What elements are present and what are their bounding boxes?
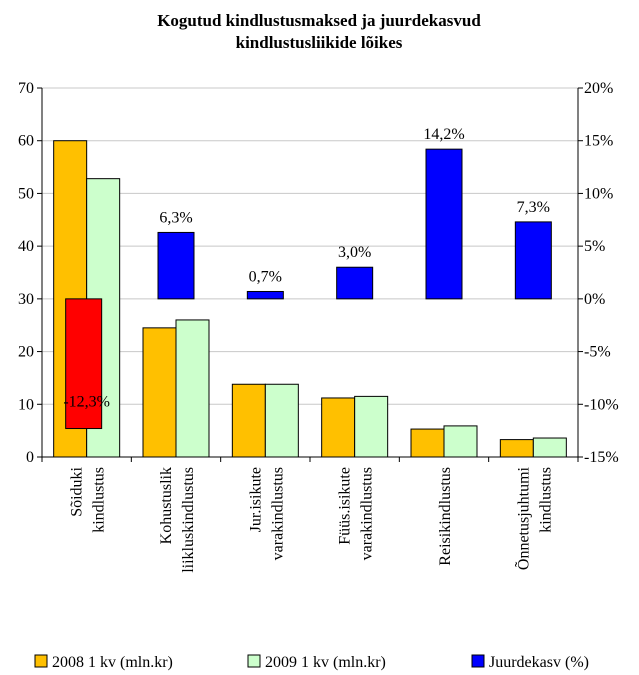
right-tick-label: 15% <box>584 133 613 150</box>
left-tick-label: 0 <box>26 449 34 466</box>
category-label: varakindlustus <box>359 467 376 560</box>
bar-growth <box>246 290 284 300</box>
category-label: Reisikindlustus <box>437 467 454 566</box>
right-tick-label: -5% <box>584 344 611 361</box>
legend-label: 2008 1 kv (mln.kr) <box>52 654 173 671</box>
category-label: Jur.isikute <box>247 467 264 532</box>
category-label: kindlustus <box>91 467 108 533</box>
category-label: Kohustuslik <box>158 467 175 544</box>
bar-growth <box>336 266 374 300</box>
right-tick-label: 20% <box>584 80 613 97</box>
legend-swatch <box>247 654 261 668</box>
left-tick-label: 70 <box>18 80 34 97</box>
bar-2009 <box>354 395 389 458</box>
right-tick-label: -15% <box>584 449 619 466</box>
chart-title-line: kindlustusliikide lõikes <box>236 33 403 52</box>
right-tick-label: -10% <box>584 396 619 413</box>
category-label: Sõiduki <box>69 466 86 516</box>
left-tick-label: 40 <box>18 238 34 255</box>
category-label: varakindlustus <box>269 467 286 560</box>
left-tick-label: 60 <box>18 133 34 150</box>
growth-data-label: 6,3% <box>159 209 192 226</box>
growth-data-label: 3,0% <box>338 244 371 261</box>
bar-2009 <box>443 425 478 458</box>
bar-growth <box>425 148 463 300</box>
legend-label: Juurdekasv (%) <box>489 654 589 671</box>
category-label: liikluskindlustus <box>180 467 197 573</box>
right-tick-label: 10% <box>584 185 613 202</box>
legend-label: 2009 1 kv (mln.kr) <box>265 654 386 671</box>
bar-2008 <box>410 428 445 458</box>
growth-data-label: 14,2% <box>423 126 464 143</box>
right-tick-label: 0% <box>584 291 605 308</box>
category-label: Füüs.isikute <box>337 467 354 545</box>
bar-2008 <box>142 327 177 458</box>
right-tick-label: 5% <box>584 238 605 255</box>
bar-growth <box>514 221 552 300</box>
left-tick-label: 20 <box>18 344 34 361</box>
chart-title-line: Kogutud kindlustusmaksed ja juurdekasvud <box>157 11 481 30</box>
bar-growth <box>157 231 195 300</box>
bar-2009 <box>532 437 567 458</box>
growth-data-label: 7,3% <box>517 199 550 216</box>
bar-2009 <box>264 383 299 458</box>
bar-2008 <box>499 439 534 458</box>
growth-data-label: 0,7% <box>249 268 282 285</box>
category-label: kindlustus <box>537 467 554 533</box>
bar-2008 <box>231 383 266 458</box>
bar-2008 <box>321 397 356 458</box>
bar-2009 <box>175 319 210 458</box>
bar-growth <box>65 298 103 430</box>
left-tick-label: 50 <box>18 185 34 202</box>
category-label: Õnnetusjuhtumi <box>514 466 532 570</box>
left-tick-label: 10 <box>18 396 34 413</box>
legend-swatch <box>34 654 48 668</box>
left-tick-label: 30 <box>18 291 34 308</box>
growth-data-label: -12,3% <box>63 394 110 411</box>
legend-swatch <box>471 654 485 668</box>
